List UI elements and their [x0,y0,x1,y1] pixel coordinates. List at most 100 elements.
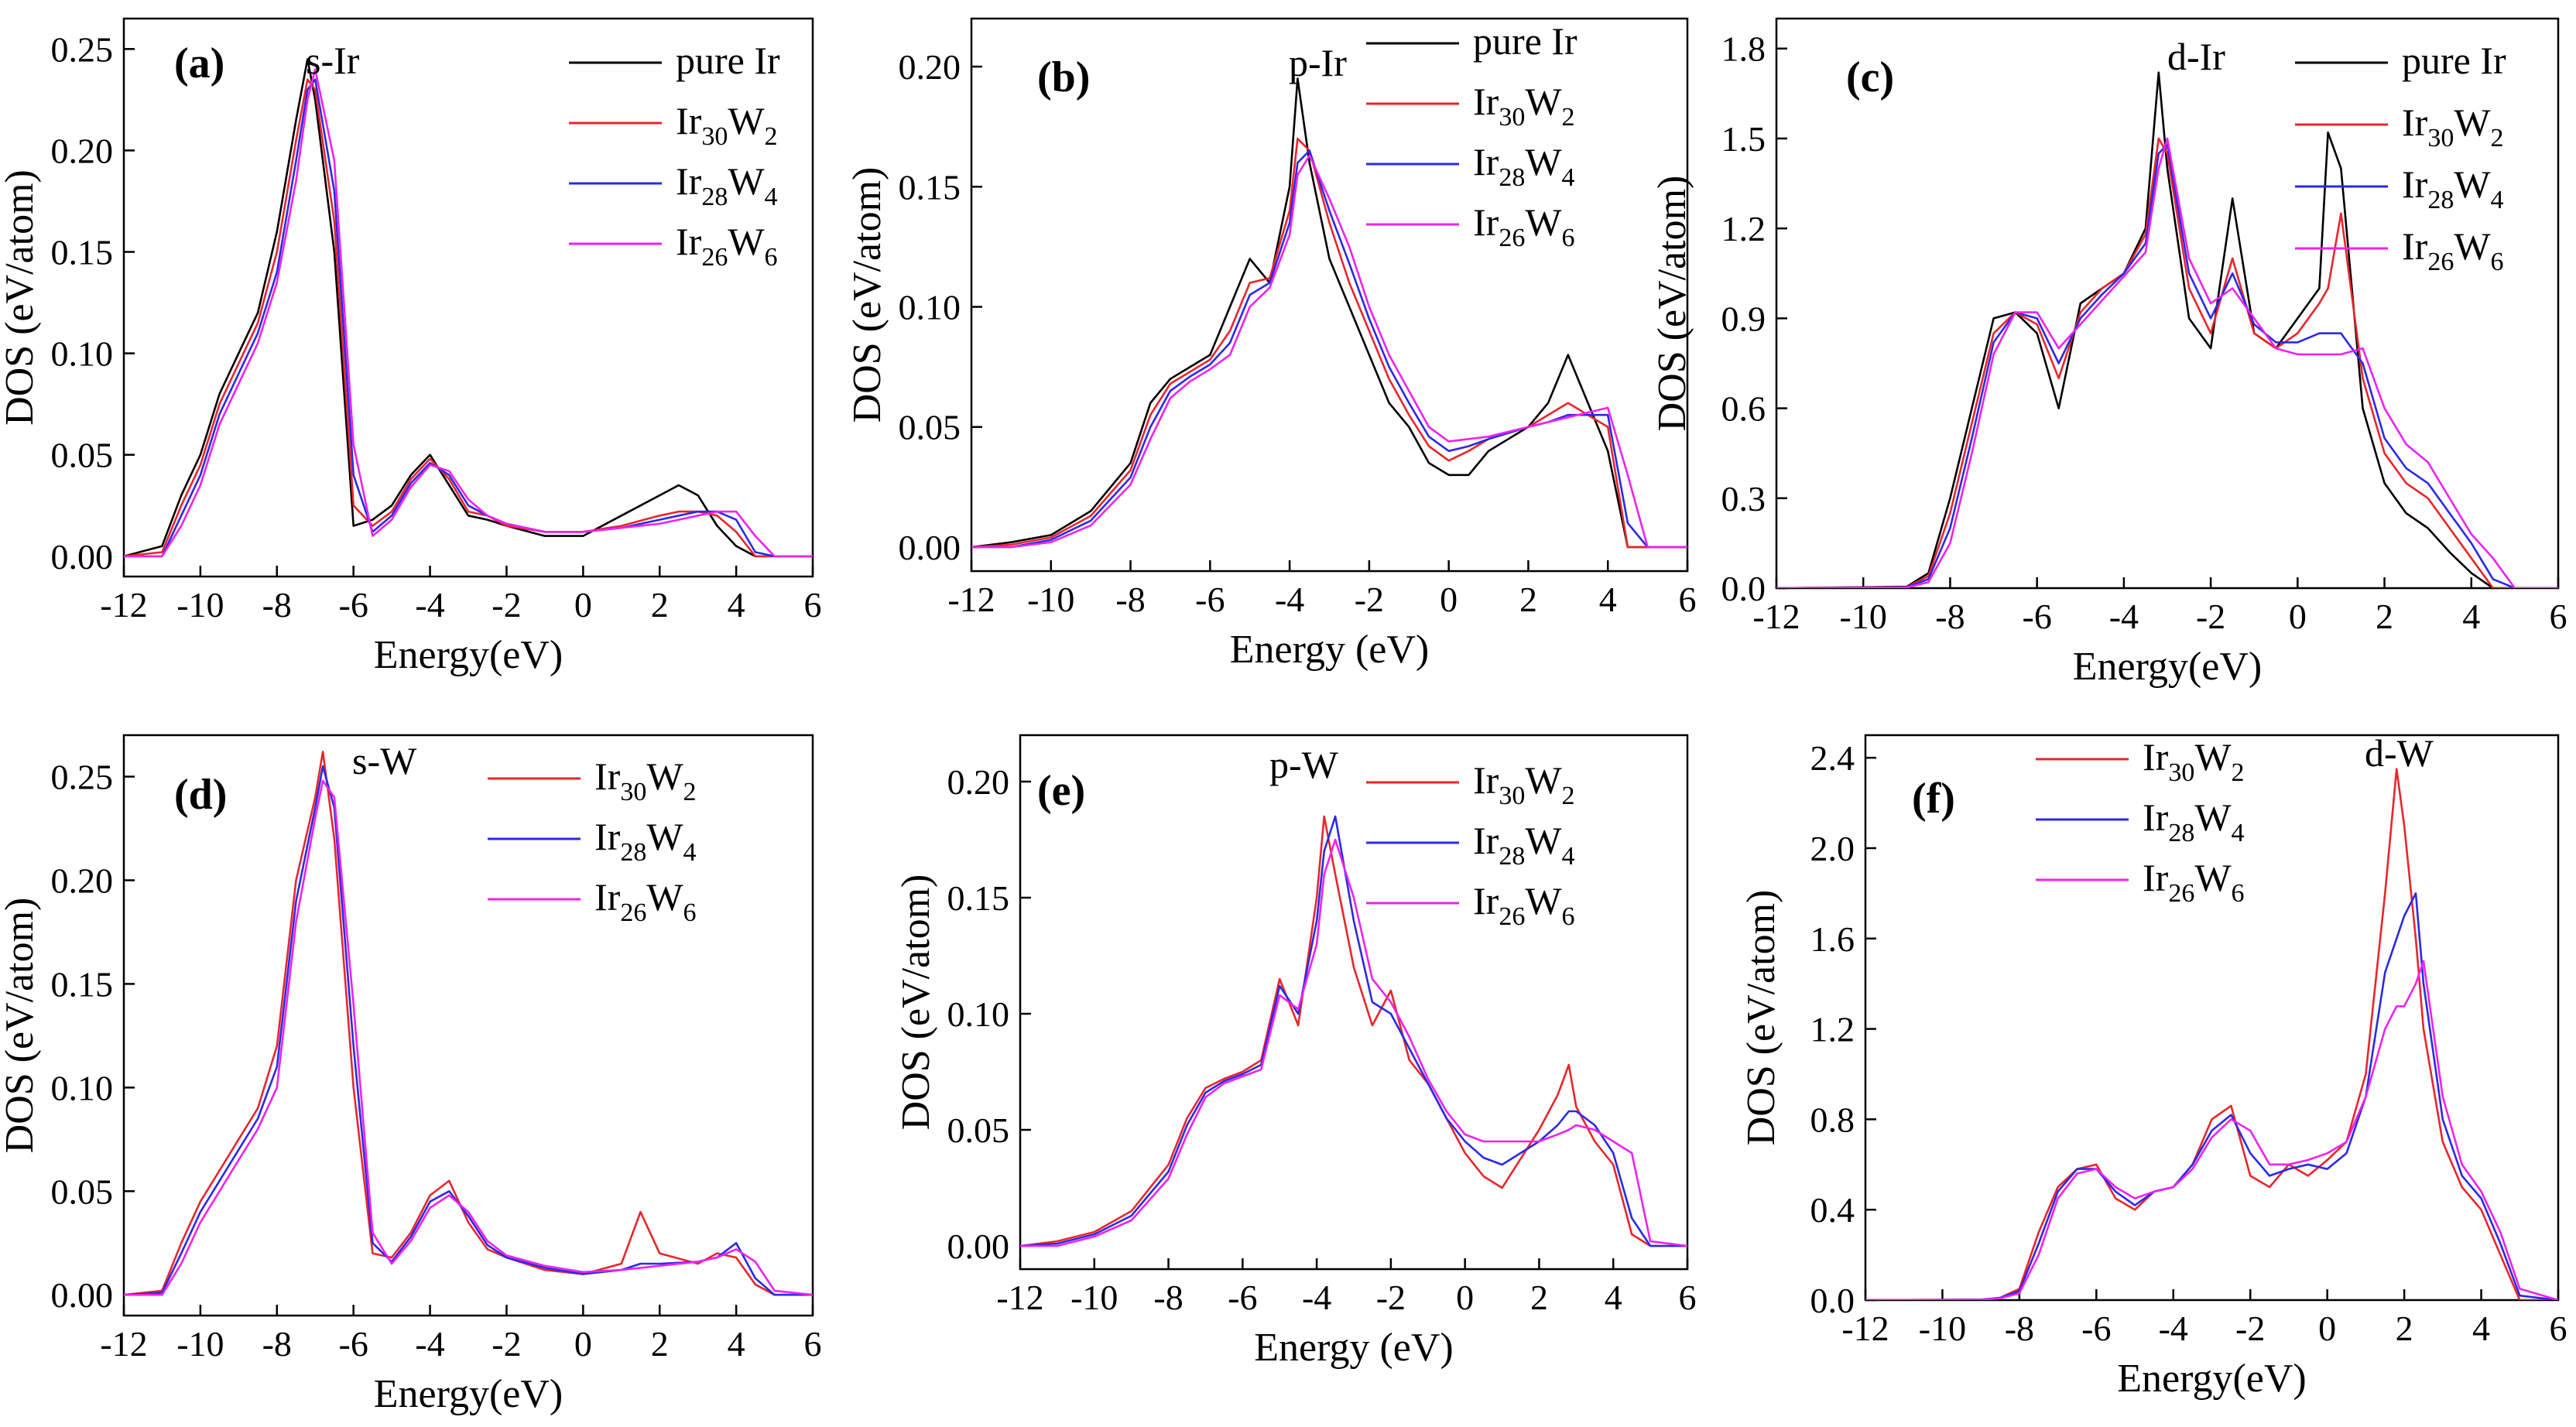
y-tick-label: 1.2 [1810,1010,1855,1049]
series-line-ir30w2 [124,78,813,558]
x-tick-label: 0 [574,1324,592,1364]
series-line-ir26w6 [1865,960,2558,1300]
y-axis-title: DOS (eV/atom) [0,898,42,1154]
x-tick-label: -6 [339,1324,368,1364]
legend-label-ir28w4: Ir28W4 [2402,163,2504,214]
x-tick-label: 6 [1679,1278,1697,1317]
x-tick-label: -10 [176,1324,224,1364]
legend-label-ir28w4: Ir28W4 [1473,819,1575,871]
panel-label: (c) [1846,53,1894,101]
y-axis-title: DOS (eV/atom) [1650,176,1694,432]
x-tick-label: 2 [2396,1309,2413,1348]
plot-frame-b [970,17,1689,573]
x-tick-label: -10 [1919,1309,1966,1348]
y-tick-label: 0.05 [51,1172,114,1211]
y-tick-label: 0.15 [947,878,1010,918]
series-line-ir30w2 [1865,768,2558,1300]
y-tick-label: 0.3 [1721,479,1766,518]
y-tick-label: 0.05 [947,1110,1010,1150]
x-tick-label: 2 [2376,597,2393,636]
x-tick-label: -10 [1027,580,1074,619]
x-tick-label: -4 [2159,1309,2188,1348]
panel-b: -12 -10 -8 -6 -4 -2 0 2 4 6 0.00 0.05 0.10 0.15 0.20 En… [845,17,1697,672]
y-tick-label: 1.8 [1721,29,1766,69]
plot-frame-a [122,17,814,578]
x-tick-label: -8 [262,585,292,625]
panel-label: (e) [1037,767,1085,815]
orbital-label: d-Ir [2167,35,2225,78]
y-tick-label: 0.9 [1721,299,1766,338]
x-tick-label: 2 [651,585,669,625]
panel-e: -12 -10 -8 -6 -4 -2 0 2 4 6 0.00 0.05 0.10 0.15 0.20 En… [894,734,1697,1370]
y-tick-label: 0.20 [947,762,1010,802]
legend-label-ir30w2: Ir30W2 [676,99,778,151]
x-tick-label: -10 [176,585,224,625]
y-tick-label: 2.4 [1810,738,1855,778]
x-tick-label: 4 [728,585,745,625]
x-tick-label: 4 [1605,1278,1622,1317]
y-tick-label: 0.20 [51,131,114,170]
x-tick-label: -2 [492,1324,521,1364]
legend-c: pure Ir Ir30W2 Ir28W4 Ir26W6 [2295,39,2506,276]
legend-label-ir26w6: Ir26W6 [2143,856,2245,908]
x-tick-label: 4 [2472,1309,2490,1348]
x-tick-label: -4 [1302,1278,1331,1317]
x-axis-title: Energy (eV) [1254,1326,1454,1370]
y-tick-label: 0.15 [899,167,961,207]
legend-e: Ir30W2 Ir28W4 Ir26W6 [1366,758,1575,931]
y-tick-label: 0.6 [1721,389,1766,429]
series-line-ir28w4 [1020,815,1687,1247]
legend-label-ir28w4: Ir28W4 [2143,796,2245,847]
orbital-label: p-W [1269,743,1339,786]
series-line-ir26w6 [1776,137,2558,588]
legend-f: Ir30W2 Ir28W4 Ir26W6 [2036,735,2245,908]
x-tick-label: 6 [2550,597,2567,636]
y-tick-label: 1.2 [1721,209,1766,248]
x-tick-label: -8 [2005,1309,2034,1348]
plot-frame-d [122,734,814,1317]
y-tick-label: 0.10 [947,994,1010,1034]
series-line-pure-ir [971,77,1687,549]
plot-frame-c [1775,17,2560,590]
panel-d: -12 -10 -8 -6 -4 -2 0 2 4 6 0.00 0.05 0.10 0.15 0.20 0.… [0,734,822,1416]
x-axis-title: Energy(eV) [2117,1357,2307,1401]
legend-label-ir30w2: Ir30W2 [594,755,697,806]
x-tick-label: -12 [996,1278,1043,1317]
x-tick-label: -12 [1752,597,1800,636]
x-tick-label: -2 [1355,580,1384,619]
x-tick-label: -8 [1153,1278,1183,1317]
series-line-ir28w4 [971,149,1687,549]
series-line-ir28w4 [124,765,813,1296]
x-axis-title: Energy(eV) [374,633,564,677]
x-tick-label: 0 [2318,1309,2336,1348]
x-tick-label: 6 [804,585,822,625]
x-axis-title: Energy (eV) [1230,628,1430,672]
panel-a: -12 -10 -8 -6 -4 -2 0 2 4 6 0.00 0.05 0.10 0.15 0.20 0.… [0,17,822,677]
legend-label-ir30w2: Ir30W2 [2402,101,2504,152]
x-tick-label: -8 [1115,580,1145,619]
y-tick-label: 0.4 [1810,1190,1855,1230]
series-line-ir28w4 [124,78,813,558]
x-tick-label: 0 [1440,580,1458,619]
y-tick-label: 0.25 [51,29,114,69]
x-axis-title: Energy(eV) [2073,645,2263,689]
legend-label-ir28w4: Ir28W4 [676,159,778,211]
y-tick-label: 0.00 [51,537,114,577]
y-tick-label: 0.10 [899,288,961,327]
panel-label: (a) [174,39,224,87]
panel-c: -12 -10 -8 -6 -4 -2 0 2 4 6 0.0 0.3 0.6 0.9 1.2 1.5 1.8 E… [1650,17,2567,689]
x-tick-label: -8 [262,1324,292,1364]
x-tick-label: 2 [651,1324,669,1364]
x-tick-label: -12 [1841,1309,1889,1348]
plot-frame-e [1019,734,1689,1271]
legend-label-ir30w2: Ir30W2 [1473,758,1575,810]
orbital-label: p-Ir [1289,41,1347,84]
series-line-ir26w6 [124,779,813,1296]
y-axis-title: DOS (eV/atom) [0,169,42,426]
x-tick-label: 0 [2289,597,2307,636]
series-line-ir30w2 [1020,815,1687,1247]
orbital-label: d-W [2365,731,2434,775]
orbital-label: s-W [352,739,417,782]
x-tick-label: -6 [339,585,368,625]
x-tick-label: 2 [1530,1278,1548,1317]
